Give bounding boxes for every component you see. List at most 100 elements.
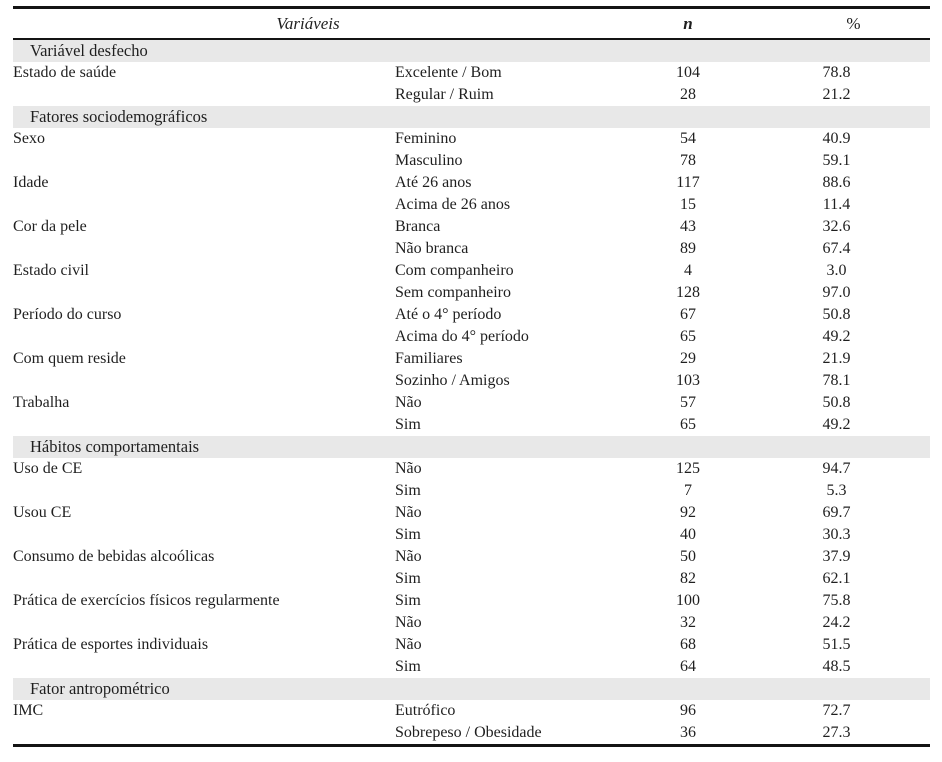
- table-row: Uso de CE Não 125 94.7: [13, 458, 930, 480]
- column-header-variables: Variáveis: [13, 7, 633, 40]
- table-row: Prática de esportes individuais Não 68 51.5: [13, 634, 930, 656]
- cell-pct: 27.3: [822, 724, 851, 741]
- cell-pct: 49.2: [822, 416, 851, 433]
- table-row: Cor da pele Branca 43 32.6: [13, 216, 930, 238]
- table-row: Sim 82 62.1: [13, 568, 930, 590]
- cell-pct: 21.9: [822, 350, 851, 367]
- cell-pct: 11.4: [822, 196, 851, 213]
- cell-pct: 59.1: [822, 152, 851, 169]
- table-row: Período do curso Até o 4° período 67 50.8: [13, 304, 930, 326]
- table-row: Sobrepeso / Obesidade 36 27.3: [13, 722, 930, 746]
- cell-n: 36: [680, 724, 696, 741]
- cell-variable: [13, 282, 395, 304]
- section-header-row: Fator antropométrico: [13, 678, 930, 700]
- cell-pct: 30.3: [822, 526, 851, 543]
- cell-pct: 75.8: [822, 592, 851, 609]
- cell-variable: [13, 414, 395, 436]
- cell-variable: Estado civil: [13, 262, 89, 279]
- cell-variable: [13, 326, 395, 348]
- cell-pct: 50.8: [822, 394, 851, 411]
- section-title: Fator antropométrico: [13, 678, 930, 700]
- cell-pct: 32.6: [822, 218, 851, 235]
- cell-n: 104: [676, 64, 700, 81]
- cell-category: Sim: [395, 658, 421, 675]
- cell-category: Sim: [395, 416, 421, 433]
- cell-category: Eutrófico: [395, 702, 456, 719]
- cell-pct: 69.7: [822, 504, 851, 521]
- cell-pct: 49.2: [822, 328, 851, 345]
- cell-category: Excelente / Bom: [395, 64, 502, 81]
- cell-n: 28: [680, 86, 696, 103]
- cell-variable: [13, 524, 395, 546]
- cell-category: Não: [395, 614, 422, 631]
- table-row: Sozinho / Amigos 103 78.1: [13, 370, 930, 392]
- cell-pct: 51.5: [822, 636, 851, 653]
- table-row: Trabalha Não 57 50.8: [13, 392, 930, 414]
- cell-variable: [13, 370, 395, 392]
- cell-variable: [13, 612, 395, 634]
- cell-variable: Prática de exercícios físicos regularmen…: [13, 592, 280, 609]
- table-row: IMC Eutrófico 96 72.7: [13, 700, 930, 722]
- cell-category: Sem companheiro: [395, 284, 511, 301]
- cell-n: 92: [680, 504, 696, 521]
- cell-category: Familiares: [395, 350, 463, 367]
- cell-category: Feminino: [395, 130, 457, 147]
- cell-category: Não branca: [395, 240, 469, 257]
- statistics-table-wrapper: Variáveis n % Variável desfecho Estado de…: [13, 6, 930, 747]
- cell-n: 7: [684, 482, 692, 499]
- cell-n: 43: [680, 218, 696, 235]
- cell-category: Não: [395, 504, 422, 521]
- cell-n: 40: [680, 526, 696, 543]
- cell-n: 89: [680, 240, 696, 257]
- cell-variable: Usou CE: [13, 504, 72, 521]
- table-row: Sim 64 48.5: [13, 656, 930, 678]
- cell-pct: 88.6: [822, 174, 851, 191]
- cell-variable: Sexo: [13, 130, 45, 147]
- cell-variable: [13, 722, 395, 746]
- cell-variable: Cor da pele: [13, 218, 87, 235]
- cell-pct: 94.7: [822, 460, 851, 477]
- table-row: Regular / Ruim 28 21.2: [13, 84, 930, 106]
- table-row: Sem companheiro 128 97.0: [13, 282, 930, 304]
- cell-pct: 40.9: [822, 130, 851, 147]
- cell-variable: [13, 150, 395, 172]
- cell-n: 128: [676, 284, 700, 301]
- variables-frequency-table: Variáveis n % Variável desfecho Estado de…: [13, 6, 930, 747]
- cell-n: 78: [680, 152, 696, 169]
- cell-category: Sim: [395, 592, 421, 609]
- cell-n: 68: [680, 636, 696, 653]
- cell-category: Não: [395, 394, 422, 411]
- cell-pct: 62.1: [822, 570, 851, 587]
- cell-variable: Idade: [13, 174, 49, 191]
- cell-variable: Estado de saúde: [13, 64, 117, 81]
- section-header-row: Fatores sociodemográficos: [13, 106, 930, 128]
- table-row: Estado civil Com companheiro 4 3.0: [13, 260, 930, 282]
- table-row: Sim 65 49.2: [13, 414, 930, 436]
- cell-category: Não: [395, 460, 422, 477]
- table-row: Usou CE Não 92 69.7: [13, 502, 930, 524]
- cell-pct: 24.2: [822, 614, 851, 631]
- cell-category: Sozinho / Amigos: [395, 372, 510, 389]
- cell-n: 117: [676, 174, 700, 191]
- table-header: Variáveis n %: [13, 7, 930, 40]
- table-row: Acima de 26 anos 15 11.4: [13, 194, 930, 216]
- cell-pct: 5.3: [826, 482, 847, 499]
- cell-pct: 67.4: [822, 240, 851, 257]
- table-row: Sim 7 5.3: [13, 480, 930, 502]
- cell-n: 82: [680, 570, 696, 587]
- table-row: Consumo de bebidas alcoólicas Não 50 37.9: [13, 546, 930, 568]
- cell-variable: [13, 480, 395, 502]
- cell-pct: 37.9: [822, 548, 851, 565]
- cell-pct: 3.0: [826, 262, 847, 279]
- table-row: Idade Até 26 anos 117 88.6: [13, 172, 930, 194]
- cell-category: Sim: [395, 482, 421, 499]
- cell-n: 100: [676, 592, 700, 609]
- table-row: Estado de saúde Excelente / Bom 104 78.8: [13, 62, 930, 84]
- table-row: Não 32 24.2: [13, 612, 930, 634]
- cell-n: 103: [676, 372, 700, 389]
- cell-variable: Trabalha: [13, 394, 70, 411]
- cell-n: 65: [680, 328, 696, 345]
- cell-variable: [13, 568, 395, 590]
- cell-pct: 21.2: [822, 86, 851, 103]
- cell-n: 125: [676, 460, 700, 477]
